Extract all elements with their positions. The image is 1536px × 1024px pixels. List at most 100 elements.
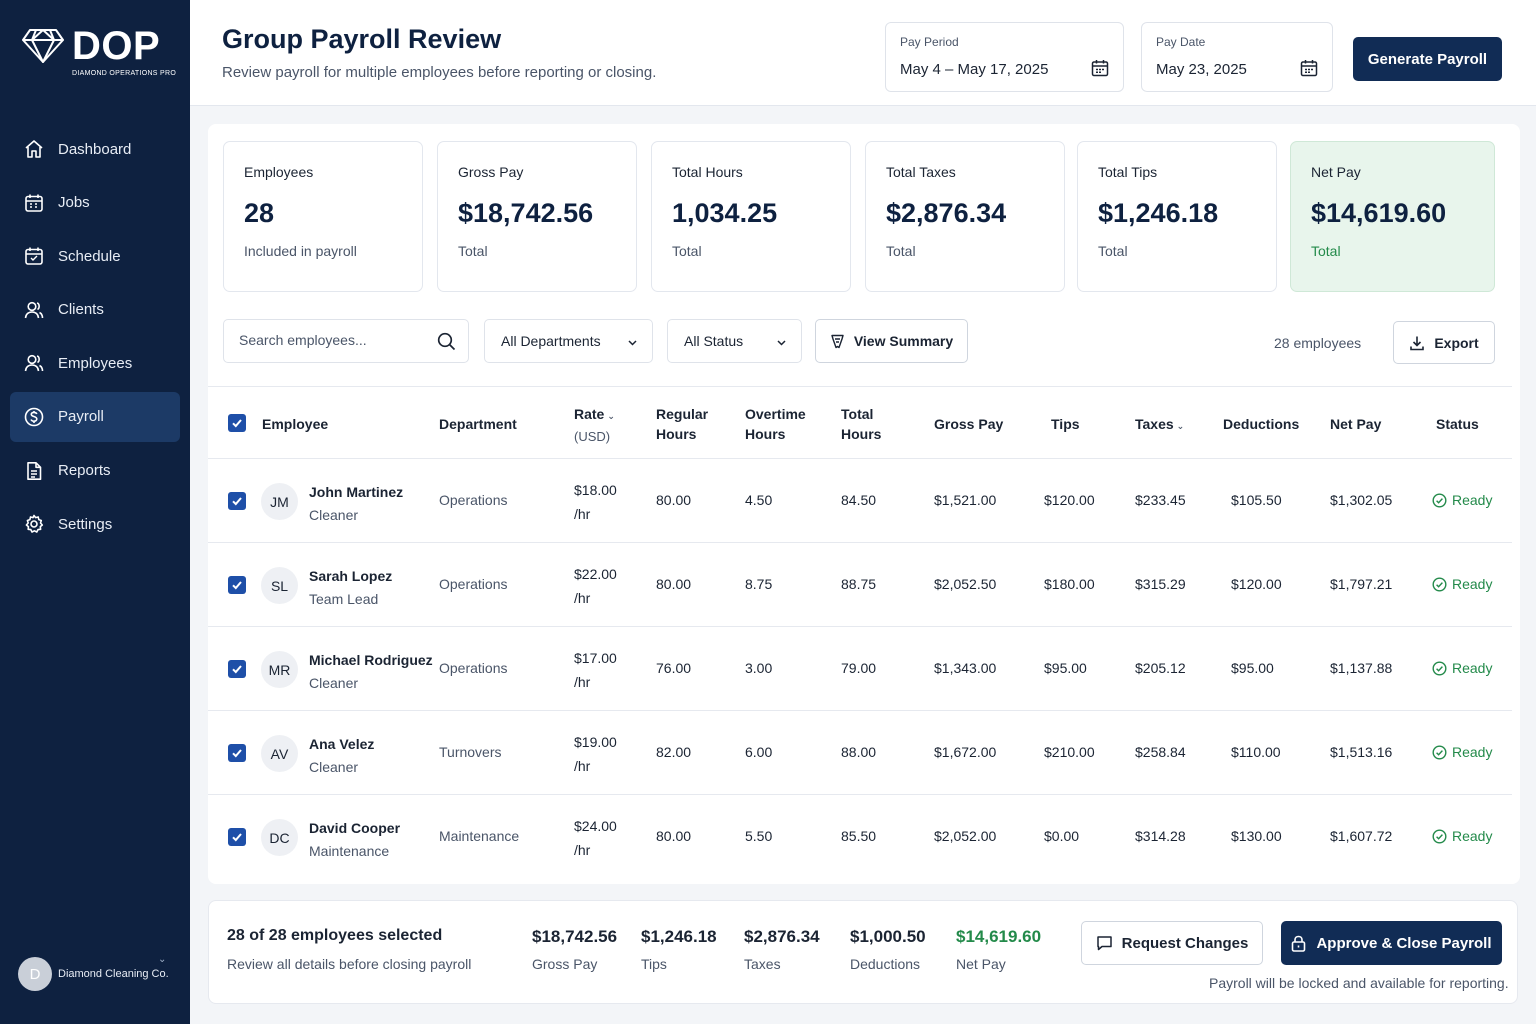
stat-note: Total [1311, 243, 1341, 259]
cell-gross: $2,052.50 [934, 576, 997, 592]
header-rate[interactable]: Rate ⌄ (USD) [574, 404, 615, 447]
search-icon[interactable] [437, 332, 456, 356]
select-all-checkbox[interactable] [228, 414, 246, 432]
selection-hint: Review all details before closing payrol… [227, 956, 472, 972]
header-gross-pay[interactable]: Gross Pay [934, 416, 1004, 432]
stat-label: Total Hours [672, 164, 743, 180]
status-badge: Ready [1432, 828, 1492, 844]
sidebar-item-employees[interactable]: Employees [10, 338, 180, 388]
view-summary-button[interactable]: View Summary [815, 319, 968, 363]
row-checkbox[interactable] [228, 828, 246, 846]
header-regular-hours[interactable]: Regular Hours [656, 404, 708, 444]
stat-card-employees: Employees 28 Included in payroll [223, 141, 423, 292]
sidebar-item-schedule[interactable]: Schedule [10, 231, 180, 281]
header-regular-line1: Regular [656, 406, 709, 422]
logo[interactable]: DOP DIAMOND OPERATIONS PRO [22, 24, 182, 84]
request-changes-button[interactable]: Request Changes [1081, 921, 1263, 965]
header-status[interactable]: Status [1436, 416, 1479, 432]
header-total-line2: Hours [841, 426, 882, 442]
sort-caret-icon: ⌄ [607, 411, 615, 421]
footer-total-value: $18,742.56 [532, 927, 618, 946]
cell-total: 88.00 [841, 744, 877, 760]
status-select[interactable]: All Status [667, 319, 802, 363]
sidebar-item-payroll[interactable]: Payroll [10, 391, 180, 442]
sidebar-item-label: Payroll [58, 408, 104, 426]
check-icon [232, 419, 242, 428]
search-box [223, 319, 469, 363]
view-summary-label: View Summary [853, 333, 954, 349]
rate-value: $22.00 [574, 566, 617, 582]
stat-label: Employees [244, 164, 314, 180]
header-employee[interactable]: Employee [262, 416, 329, 432]
cell-regular: 76.00 [656, 660, 692, 676]
comment-icon [1096, 935, 1113, 951]
cell-total: 85.50 [841, 828, 877, 844]
header-overtime-line1: Overtime [745, 406, 806, 422]
footer-total-label: Gross Pay [532, 956, 598, 972]
approve-close-payroll-button[interactable]: Approve & Close Payroll [1281, 921, 1502, 965]
employee-name[interactable]: Sarah Lopez [309, 568, 393, 584]
row-checkbox[interactable] [228, 492, 246, 510]
sidebar-item-dashboard[interactable]: Dashboard [10, 124, 180, 174]
employee-role: Cleaner [309, 507, 359, 523]
header-total-hours[interactable]: Total Hours [841, 404, 881, 444]
header-taxes[interactable]: Taxes ⌄ [1135, 414, 1184, 436]
employee-name[interactable]: Michael Rodriguez [309, 652, 433, 668]
status-badge: Ready [1432, 576, 1492, 592]
chevron-down-icon: ⌄ [158, 954, 167, 965]
rate-value: $19.00 [574, 734, 617, 750]
status-badge: Ready [1432, 744, 1492, 760]
employee-name[interactable]: David Cooper [309, 820, 401, 836]
stat-value: 1,034.25 [672, 198, 778, 228]
cell-regular: 82.00 [656, 744, 692, 760]
row-checkbox[interactable] [228, 576, 246, 594]
sidebar-item-settings[interactable]: Settings [10, 499, 180, 549]
sidebar-item-label: Employees [58, 354, 133, 372]
clients-icon [24, 300, 44, 320]
cell-net: $1,513.16 [1330, 744, 1393, 760]
stat-label: Total Taxes [886, 164, 956, 180]
cell-gross: $1,672.00 [934, 744, 997, 760]
export-button[interactable]: Export [1393, 321, 1495, 364]
check-circle-icon [1432, 576, 1447, 592]
generate-payroll-button[interactable]: Generate Payroll [1353, 37, 1502, 81]
cell-taxes: $233.45 [1135, 492, 1186, 508]
header-deductions[interactable]: Deductions [1223, 416, 1300, 432]
row-checkbox[interactable] [228, 660, 246, 678]
account-switcher[interactable]: D Diamond Cleaning Co. ⌄ [18, 954, 178, 994]
employee-name[interactable]: John Martinez [309, 484, 404, 500]
pay-date-picker[interactable]: Pay Date May 23, 2025 [1141, 22, 1333, 92]
status-badge: Ready [1432, 660, 1492, 676]
search-input[interactable] [239, 332, 429, 348]
diamond-icon [22, 29, 64, 63]
approve-label: Approve & Close Payroll [1316, 934, 1492, 952]
sort-caret-icon: ⌄ [1176, 421, 1185, 431]
stat-card-total-taxes: Total Taxes $2,876.34 Total [865, 141, 1065, 292]
rate-value: $17.00 [574, 650, 617, 666]
pay-period-picker[interactable]: Pay Period May 4 – May 17, 2025 [885, 22, 1124, 92]
cell-tips: $120.00 [1044, 492, 1095, 508]
brand-subtitle: DIAMOND OPERATIONS PRO [72, 70, 177, 77]
header-department[interactable]: Department [439, 416, 517, 432]
sidebar-item-clients[interactable]: Clients [10, 285, 180, 335]
stat-value: $1,246.18 [1098, 198, 1219, 228]
cell-department: Turnovers [439, 744, 502, 760]
sidebar-item-label: Jobs [58, 194, 90, 212]
divider [208, 386, 1512, 387]
cell-regular: 80.00 [656, 576, 692, 592]
request-changes-label: Request Changes [1121, 934, 1249, 952]
row-checkbox[interactable] [228, 744, 246, 762]
header-tips[interactable]: Tips [1051, 416, 1080, 432]
cell-net: $1,797.21 [1330, 576, 1393, 592]
employee-name[interactable]: Ana Velez [309, 736, 375, 752]
sidebar-item-reports[interactable]: Reports [10, 446, 180, 496]
header-taxes-label: Taxes [1135, 416, 1174, 432]
stat-note: Total [672, 243, 702, 259]
footer-total-label: Deductions [850, 956, 921, 972]
divider [208, 710, 1512, 711]
department-select[interactable]: All Departments [484, 319, 653, 363]
avatar: DC [261, 819, 298, 856]
header-overtime-hours[interactable]: Overtime Hours [745, 404, 806, 444]
sidebar-item-jobs[interactable]: Jobs [10, 178, 180, 228]
header-net-pay[interactable]: Net Pay [1330, 416, 1382, 432]
